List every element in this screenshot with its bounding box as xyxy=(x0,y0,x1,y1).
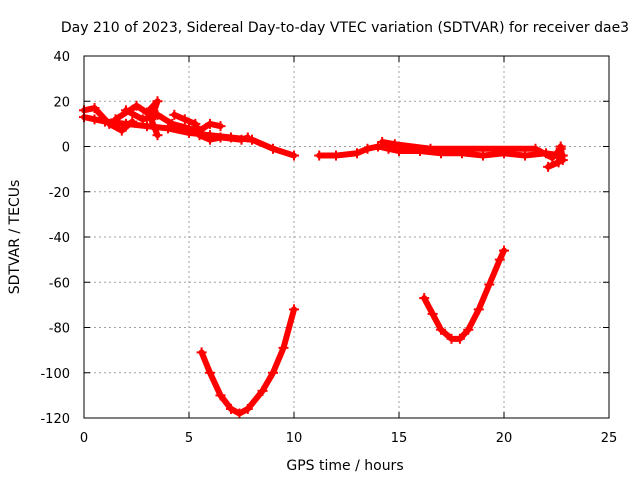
data-point xyxy=(484,279,495,290)
data-point xyxy=(425,143,436,154)
chart-title: Day 210 of 2023, Sidereal Day-to-day VTE… xyxy=(61,20,629,36)
y-tick-label: -40 xyxy=(49,231,70,246)
data-point xyxy=(454,333,465,344)
data-point xyxy=(289,150,299,161)
data-point xyxy=(110,114,121,125)
y-tick-label: -20 xyxy=(49,186,70,201)
y-tick-label: 40 xyxy=(53,50,70,65)
data-point xyxy=(127,116,138,127)
data-point xyxy=(257,385,268,396)
data-point xyxy=(555,141,566,152)
x-tick-label: 20 xyxy=(496,431,513,446)
series-line-7 xyxy=(198,306,297,417)
y-tick-label: 0 xyxy=(62,141,70,156)
y-tick-label: -80 xyxy=(49,322,70,337)
data-point xyxy=(242,403,253,414)
data-point xyxy=(242,132,253,143)
data-point xyxy=(478,150,488,161)
data-point xyxy=(205,118,215,129)
data-point xyxy=(137,114,148,125)
data-point xyxy=(268,367,278,378)
data-point xyxy=(152,130,163,141)
x-tick-label: 0 xyxy=(80,431,88,446)
data-point xyxy=(331,150,341,161)
data-point xyxy=(446,333,457,344)
x-tick-label: 15 xyxy=(391,431,408,446)
data-point xyxy=(543,161,554,172)
y-tick-label: -60 xyxy=(49,276,70,291)
data-point xyxy=(436,324,446,335)
data-point xyxy=(314,150,325,161)
data-point xyxy=(205,367,215,378)
data-point xyxy=(234,408,245,419)
data-point xyxy=(152,96,163,107)
data-point xyxy=(352,148,362,159)
data-point xyxy=(131,100,142,111)
series-line-2 xyxy=(112,98,161,139)
data-point xyxy=(557,155,568,166)
data-point xyxy=(547,152,558,163)
data-point xyxy=(377,136,388,147)
y-axis-label: SDTVAR / TECUs xyxy=(7,180,23,295)
grid-lines xyxy=(84,56,609,418)
data-point xyxy=(530,143,541,154)
data-series xyxy=(79,96,568,419)
data-point xyxy=(205,134,215,145)
x-tick-label: 25 xyxy=(601,431,618,446)
data-point xyxy=(184,123,194,134)
data-point xyxy=(268,143,278,154)
data-point xyxy=(104,118,115,129)
data-point xyxy=(427,308,438,319)
data-point xyxy=(196,347,207,358)
data-point xyxy=(419,293,430,304)
data-point xyxy=(142,121,152,132)
axis-ticks: 0 5 10 15 20 25 40 20 0 -20 -40 -60 -80 -100 -120 xyxy=(40,50,617,446)
data-point xyxy=(167,118,178,129)
data-point xyxy=(116,125,127,136)
data-point xyxy=(152,109,163,120)
data-point xyxy=(89,114,100,125)
x-tick-label: 5 xyxy=(185,431,193,446)
data-point xyxy=(226,403,236,414)
series-line-6 xyxy=(379,138,566,170)
data-point xyxy=(494,254,505,265)
data-point xyxy=(194,130,205,141)
y-tick-label: -120 xyxy=(40,412,70,427)
data-point xyxy=(362,143,373,154)
series-line-8 xyxy=(421,247,507,342)
data-point xyxy=(215,132,226,143)
data-point xyxy=(289,304,299,315)
y-tick-label: 20 xyxy=(53,95,70,110)
data-point xyxy=(215,390,226,401)
data-point xyxy=(463,324,474,335)
data-point xyxy=(473,304,484,315)
x-axis-label: GPS time / hours xyxy=(286,458,403,474)
y-tick-label: -100 xyxy=(40,367,70,382)
data-point xyxy=(190,118,201,129)
data-point xyxy=(520,150,530,161)
x-tick-label: 10 xyxy=(286,431,303,446)
data-point xyxy=(121,105,131,116)
data-point xyxy=(499,245,509,256)
data-point xyxy=(89,103,100,114)
data-point xyxy=(179,114,190,125)
data-point xyxy=(215,121,226,132)
data-point xyxy=(169,109,180,120)
data-point xyxy=(236,134,247,145)
data-point xyxy=(278,342,289,353)
data-point xyxy=(389,139,400,150)
